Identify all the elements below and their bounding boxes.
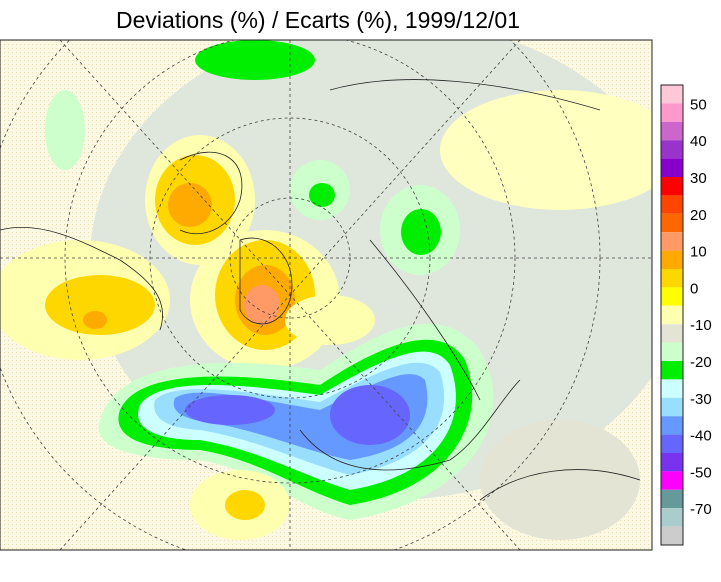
colorbar-swatch (661, 471, 683, 490)
colorbar-swatch (661, 269, 683, 288)
colorbar-swatch (661, 379, 683, 398)
colorbar-swatch (661, 250, 683, 269)
colorbar-swatch (661, 121, 683, 141)
colorbar-tick-label: 30 (690, 170, 707, 187)
colorbar-swatch (661, 361, 683, 380)
colorbar-swatch (661, 526, 683, 545)
colorbar-tick-label: 50 (690, 96, 707, 113)
colorbar-swatch (661, 453, 683, 472)
colorbar-swatch (661, 177, 683, 196)
colorbar-swatch (661, 232, 683, 251)
map (0, 40, 652, 550)
colorbar-swatch (661, 434, 683, 453)
colorbar-tick-label: -30 (690, 391, 712, 408)
colorbar-swatch (661, 324, 683, 343)
colorbar-swatch (661, 213, 683, 233)
colorbar-swatch (661, 195, 683, 214)
colorbar-tick-label: 0 (690, 280, 698, 297)
colorbar-tick-label: -70 (690, 501, 712, 518)
colorbar-swatch (661, 416, 683, 435)
colorbar-tick-label: 20 (690, 207, 707, 224)
colorbar-swatch (661, 103, 683, 122)
colorbar-tick-label: -50 (690, 464, 712, 481)
colorbar-swatch (661, 508, 683, 527)
colorbar-swatch (661, 489, 683, 509)
colorbar-swatch (661, 287, 683, 306)
colorbar-swatch (661, 85, 683, 104)
colorbar-swatch (661, 140, 683, 159)
colorbar-swatch (661, 342, 683, 361)
colorbar-swatch (661, 397, 683, 417)
colorbar-tick-label: -40 (690, 428, 712, 445)
colorbar-tick-label: 40 (690, 133, 707, 150)
colorbar-tick-label: -10 (690, 317, 712, 334)
colorbar-frame (660, 84, 684, 546)
colorbar: 50 40 30 20 10 0 -10 -20 -30 -40 -50 -70 (660, 84, 712, 546)
colorbar-tick-label: -20 (690, 354, 712, 371)
colorbar-swatch (661, 305, 683, 325)
title: Deviations (%) / Ecarts (%), 1999/12/01 (116, 7, 520, 33)
colorbar-swatch (661, 158, 683, 177)
colorbar-tick-label: 10 (690, 244, 707, 261)
